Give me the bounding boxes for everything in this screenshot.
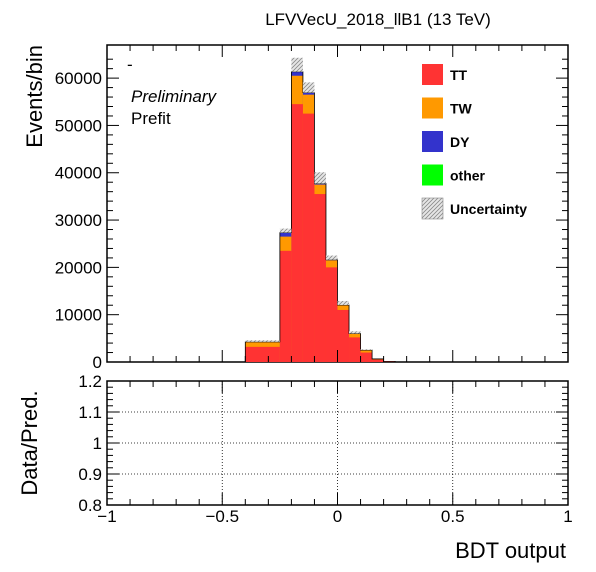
ratio-y-tick-label-3: 1.1 [78, 403, 102, 422]
top-y-tick-label-4: 40000 [55, 164, 102, 183]
bar-tt-6 [337, 309, 350, 362]
bar-tt-5 [325, 267, 338, 362]
stack-outline [244, 71, 396, 362]
uncertainty-box-4 [314, 172, 326, 184]
uncertainty-box-5 [325, 255, 338, 260]
legend-label-tw: TW [450, 101, 473, 117]
top-y-tick-label-0: 0 [93, 353, 102, 372]
chart-title: LFVVecU_2018_llB1 (13 TeV) [265, 10, 491, 29]
x-tick-label-1: −0.5 [205, 507, 239, 526]
x-tick-labels: −1 −0.5 0 0.5 1 [97, 507, 572, 526]
uncertainty-box-3 [302, 82, 315, 93]
x-tick-label-3: 0.5 [441, 507, 465, 526]
ratio-y-axis-label: Data/Pred. [17, 390, 42, 495]
legend-swatch-tt [422, 64, 443, 85]
ratio-y-tick-label-2: 1 [93, 434, 102, 453]
top-y-tick-label-1: 10000 [55, 306, 102, 325]
ratio-panel-ticks [106, 380, 569, 506]
legend-label-tt: TT [450, 67, 468, 83]
x-axis-label: BDT output [455, 538, 566, 563]
legend-label-dy: DY [450, 134, 470, 150]
preliminary-label: Preliminary [131, 87, 218, 106]
top-y-tick-label-2: 20000 [55, 258, 102, 277]
uncertainty-box-8 [360, 349, 373, 351]
x-tick-label-4: 1 [563, 507, 572, 526]
uncertainty-box-0 [245, 340, 280, 342]
x-tick-label-2: 0 [333, 507, 342, 526]
top-panel-ticks [106, 45, 569, 363]
ratio-panel-grid [107, 381, 568, 505]
bar-tt-0 [245, 346, 280, 362]
top-y-tick-label-5: 50000 [55, 116, 102, 135]
ratio-y-tick-label-4: 1.2 [78, 372, 102, 391]
bar-tt-1 [279, 250, 292, 362]
stacked-histogram [244, 71, 396, 363]
bar-tt-7 [349, 337, 361, 362]
legend: TT TW DY other Uncertainty [421, 64, 527, 220]
uncertainty-box-1 [279, 228, 292, 233]
bar-tt-8 [360, 352, 373, 362]
ratio-y-tick-label-1: 0.9 [78, 465, 102, 484]
prefit-label: Prefit [131, 109, 171, 128]
legend-label-other: other [450, 168, 486, 184]
bar-tt-2 [291, 104, 303, 363]
legend-swatch-other [422, 164, 443, 186]
legend-swatch-uncertainty [421, 197, 444, 220]
top-y-axis-label: Events/bin [22, 45, 47, 148]
top-y-tick-label-6: 60000 [55, 69, 102, 88]
uncertainty-band [245, 57, 373, 351]
mark-label: - [127, 55, 133, 74]
bar-tt-3 [302, 113, 315, 362]
legend-label-uncertainty: Uncertainty [450, 201, 527, 217]
ratio-panel-y-tick-labels: 0.8 0.9 1 1.1 1.2 [78, 372, 102, 515]
uncertainty-box-7 [349, 331, 361, 334]
uncertainty-box-6 [337, 300, 350, 305]
ratio-y-tick-label-0: 0.8 [78, 496, 102, 515]
bar-tt-9 [372, 359, 384, 362]
legend-swatch-dy [422, 131, 443, 152]
uncertainty-box-2 [291, 57, 303, 72]
top-y-tick-label-3: 30000 [55, 211, 102, 230]
top-panel-y-tick-labels: 0 10000 20000 30000 40000 50000 60000 [55, 69, 102, 372]
bar-tt-4 [314, 194, 326, 362]
legend-swatch-tw [422, 97, 443, 119]
x-tick-label-0: −1 [97, 507, 116, 526]
